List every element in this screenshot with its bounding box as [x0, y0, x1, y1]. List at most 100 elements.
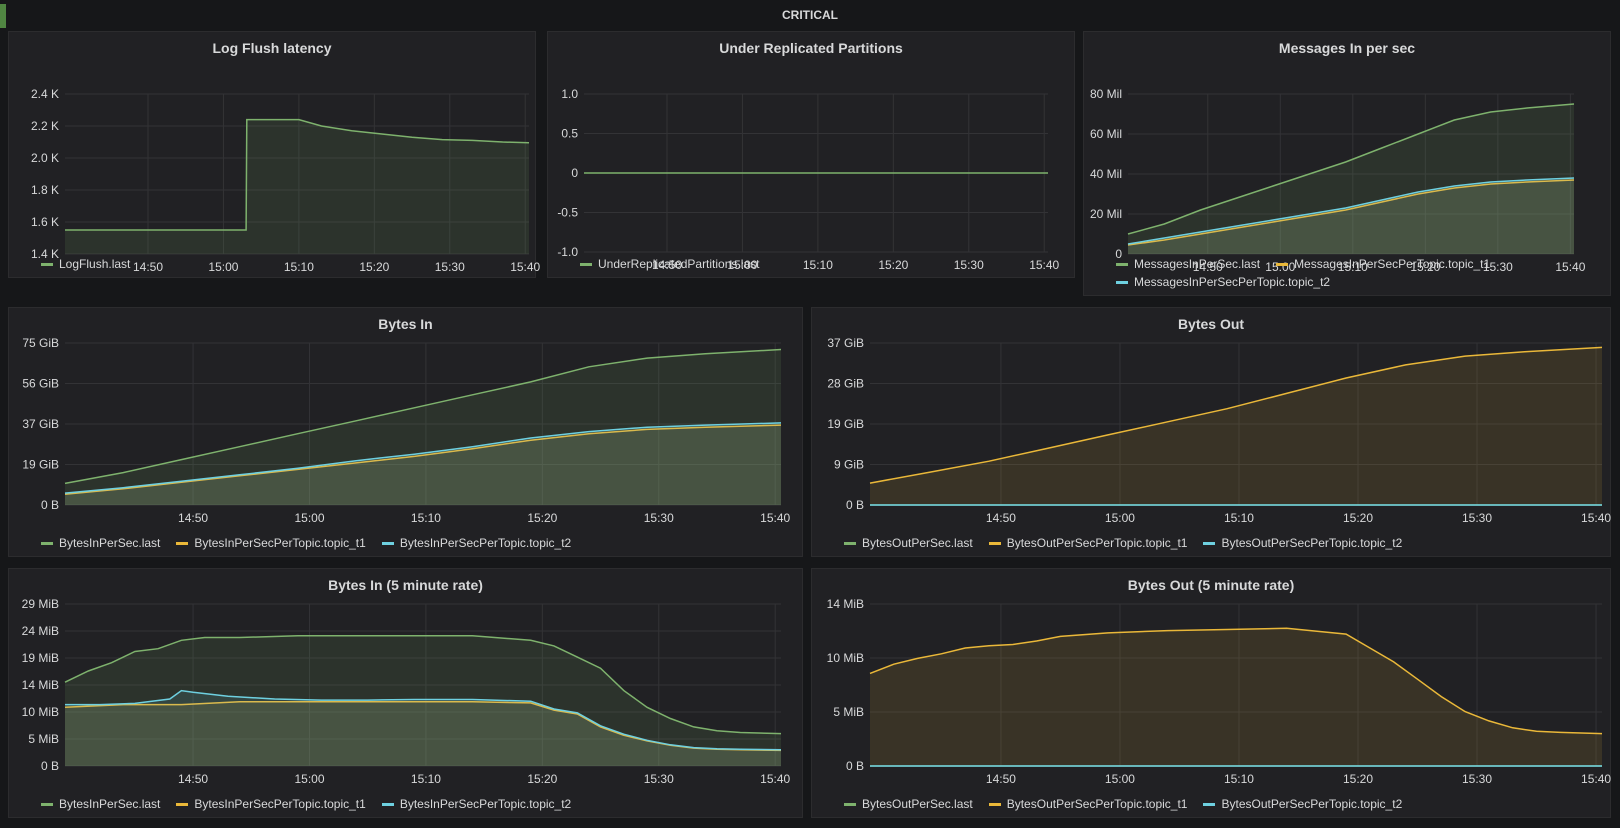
x-tick-label: 15:40 [510, 260, 540, 274]
legend-item[interactable]: BytesOutPerSecPerTopic.topic_t1 [988, 797, 1187, 811]
panel-log-flush[interactable]: Log Flush latency 1.4 K 1.6 K 1.8 K 2.0 K 2.… [8, 31, 541, 278]
legend-label: BytesOutPerSec.last [862, 797, 973, 811]
legend-item[interactable]: BytesInPerSec.last [41, 536, 160, 550]
legend-swatch [1116, 262, 1128, 266]
legend-item[interactable]: BytesOutPerSecPerTopic.topic_t2 [1203, 536, 1402, 550]
series-area [870, 347, 1602, 505]
panel-title[interactable]: Messages In per sec [1278, 40, 1416, 56]
panel-title[interactable]: Log Flush latency [212, 40, 332, 56]
x-tick-label: 15:10 [1338, 260, 1368, 274]
y-tick-label: 5 MiB [833, 705, 864, 719]
y-tick-label: 0 B [846, 498, 864, 512]
legend-item[interactable]: BytesInPerSecPerTopic.topic_t2 [381, 536, 571, 550]
series-area [65, 425, 781, 505]
series-area [1128, 180, 1574, 254]
legend-item[interactable]: UnderReplicatedPartitions.last [580, 257, 759, 271]
y-tick-label: -1.0 [557, 245, 578, 259]
legend-swatch [988, 802, 1001, 806]
panel-title[interactable]: Bytes Out [1177, 316, 1245, 332]
series-line [64, 635, 782, 735]
panel-bytes-in[interactable]: Bytes In 0 B 19 GiB 37 GiB 56 GiB 75 GiB 14:5… [8, 307, 803, 557]
legend-item[interactable]: BytesInPerSecPerTopic.topic_t1 [176, 536, 366, 550]
panel-bytes-out[interactable]: Bytes Out 0 B 9 GiB 19 GiB 28 GiB 37 GiB 14:5… [811, 307, 1611, 557]
legend-item[interactable]: BytesInPerSec.last [41, 797, 160, 811]
x-tick-label: 15:00 [727, 258, 757, 272]
series-line [1127, 179, 1575, 246]
series-area [65, 635, 781, 766]
y-tick-label: 56 GiB [22, 377, 59, 391]
legend-item[interactable]: BytesInPerSecPerTopic.topic_t2 [381, 797, 571, 811]
x-tick-label: 15:30 [954, 258, 984, 272]
panel-title[interactable]: Bytes In [378, 316, 433, 332]
legend-swatch [1116, 280, 1128, 284]
series-line [65, 118, 530, 231]
series-area [1128, 178, 1574, 254]
y-tick-label: 0 [1115, 247, 1122, 261]
chart-svg: 0 B 9 GiB 19 GiB 28 GiB 37 GiB 14:50 15:00 15:1… [827, 336, 1611, 525]
panel-under-replicated[interactable]: Under Replicated Partitions -1.0 -0.5 0 0.5… [547, 31, 1075, 278]
y-tick-label: -0.5 [557, 206, 578, 220]
panel-title[interactable]: Under Replicated Partitions [719, 40, 903, 56]
legend-item[interactable]: MessagesInPerSecPerTopic.topic_t1 [1276, 257, 1490, 271]
x-tick-label: 15:20 [1410, 260, 1440, 274]
legend: BytesOutPerSec.last BytesOutPerSecPerTopi… [844, 536, 1402, 550]
panel-title[interactable]: Bytes Out (5 minute rate) [1127, 577, 1295, 593]
y-tick-label: 1.4 K [31, 247, 59, 261]
y-tick-label: 0 B [41, 759, 59, 773]
chart-svg: 0 B 5 MiB 10 MiB 14 MiB 14:50 15:00 15:10 15:20… [827, 597, 1612, 786]
series-area [65, 690, 781, 766]
chart-svg: 0 B 19 GiB 37 GiB 56 GiB 75 GiB 14:50 15:00 15:… [22, 336, 790, 525]
y-tick-label: 2.0 K [31, 151, 59, 165]
legend-swatch [1203, 541, 1216, 545]
series-line [1127, 103, 1575, 235]
panel-messages-in[interactable]: Messages In per sec 0 20 Mil 40 Mil 60 Mil 8… [1083, 31, 1611, 296]
legend-item[interactable]: BytesInPerSecPerTopic.topic_t1 [176, 797, 366, 811]
y-tick-label: 60 Mil [1090, 127, 1122, 141]
series-line [64, 422, 782, 494]
y-tick-label: 0.5 [561, 127, 578, 141]
legend-swatch [381, 802, 394, 806]
legend-item[interactable]: MessagesInPerSecPerTopic.topic_t2 [1116, 275, 1330, 289]
legend-swatch [41, 802, 53, 806]
row-title[interactable]: CRITICAL [782, 8, 838, 22]
legend-label: MessagesInPerSecPerTopic.topic_t2 [1134, 275, 1331, 289]
legend-item[interactable]: BytesOutPerSecPerTopic.topic_t1 [988, 536, 1188, 550]
legend-item[interactable]: BytesOutPerSec.last [844, 797, 973, 811]
y-tick-label: 1.8 K [31, 183, 59, 197]
legend-label: BytesOutPerSec.last [862, 536, 973, 550]
grid [65, 603, 781, 767]
series-area [1128, 104, 1574, 254]
row-collapse-marker[interactable] [0, 4, 6, 28]
y-tick-label: 0 B [41, 498, 59, 512]
legend: LogFlush.last [41, 257, 130, 271]
legend: BytesInPerSec.last BytesInPerSecPerTopic.… [41, 797, 571, 811]
panel-bytes-out-rate[interactable]: Bytes Out (5 minute rate) 0 B 5 MiB 10 MiB… [811, 568, 1611, 818]
legend-swatch [176, 802, 189, 806]
x-tick-label: 15:10 [1224, 772, 1254, 786]
y-tick-label: 37 GiB [827, 336, 864, 350]
legend-item[interactable]: MessagesInPerSec.last [1116, 257, 1260, 271]
x-tick-label: 15:00 [208, 260, 238, 274]
x-tick-label: 14:50 [178, 511, 208, 525]
panel-title[interactable]: Bytes In (5 minute rate) [328, 577, 483, 593]
y-tick-label: 0 B [846, 759, 864, 773]
y-tick-label: 14 MiB [22, 678, 59, 692]
x-tick-label: 15:00 [294, 511, 324, 525]
x-tick-label: 14:50 [986, 511, 1016, 525]
panel-bytes-in-rate[interactable]: Bytes In (5 minute rate) 0 B 5 MiB 10 MiB 1… [8, 568, 803, 818]
x-tick-label: 15:20 [359, 260, 389, 274]
x-tick-label: 15:20 [527, 772, 557, 786]
y-tick-label: 24 MiB [22, 624, 59, 638]
legend-item[interactable]: LogFlush.last [41, 257, 130, 271]
legend-item[interactable]: BytesOutPerSecPerTopic.topic_t2 [1203, 797, 1402, 811]
legend-label: BytesOutPerSecPerTopic.topic_t1 [1006, 536, 1188, 550]
x-tick-label: 14:50 [178, 772, 208, 786]
legend-swatch [176, 541, 189, 545]
x-tick-label: 15:20 [1343, 772, 1373, 786]
legend-label: BytesInPerSecPerTopic.topic_t1 [194, 797, 366, 811]
y-tick-label: 5 MiB [28, 732, 59, 746]
chart-svg: 1.4 K 1.6 K 1.8 K 2.0 K 2.2 K 2.4 K 14:50 15:00… [31, 87, 541, 274]
legend-item[interactable]: BytesOutPerSec.last [844, 536, 973, 550]
legend-swatch [41, 541, 53, 545]
